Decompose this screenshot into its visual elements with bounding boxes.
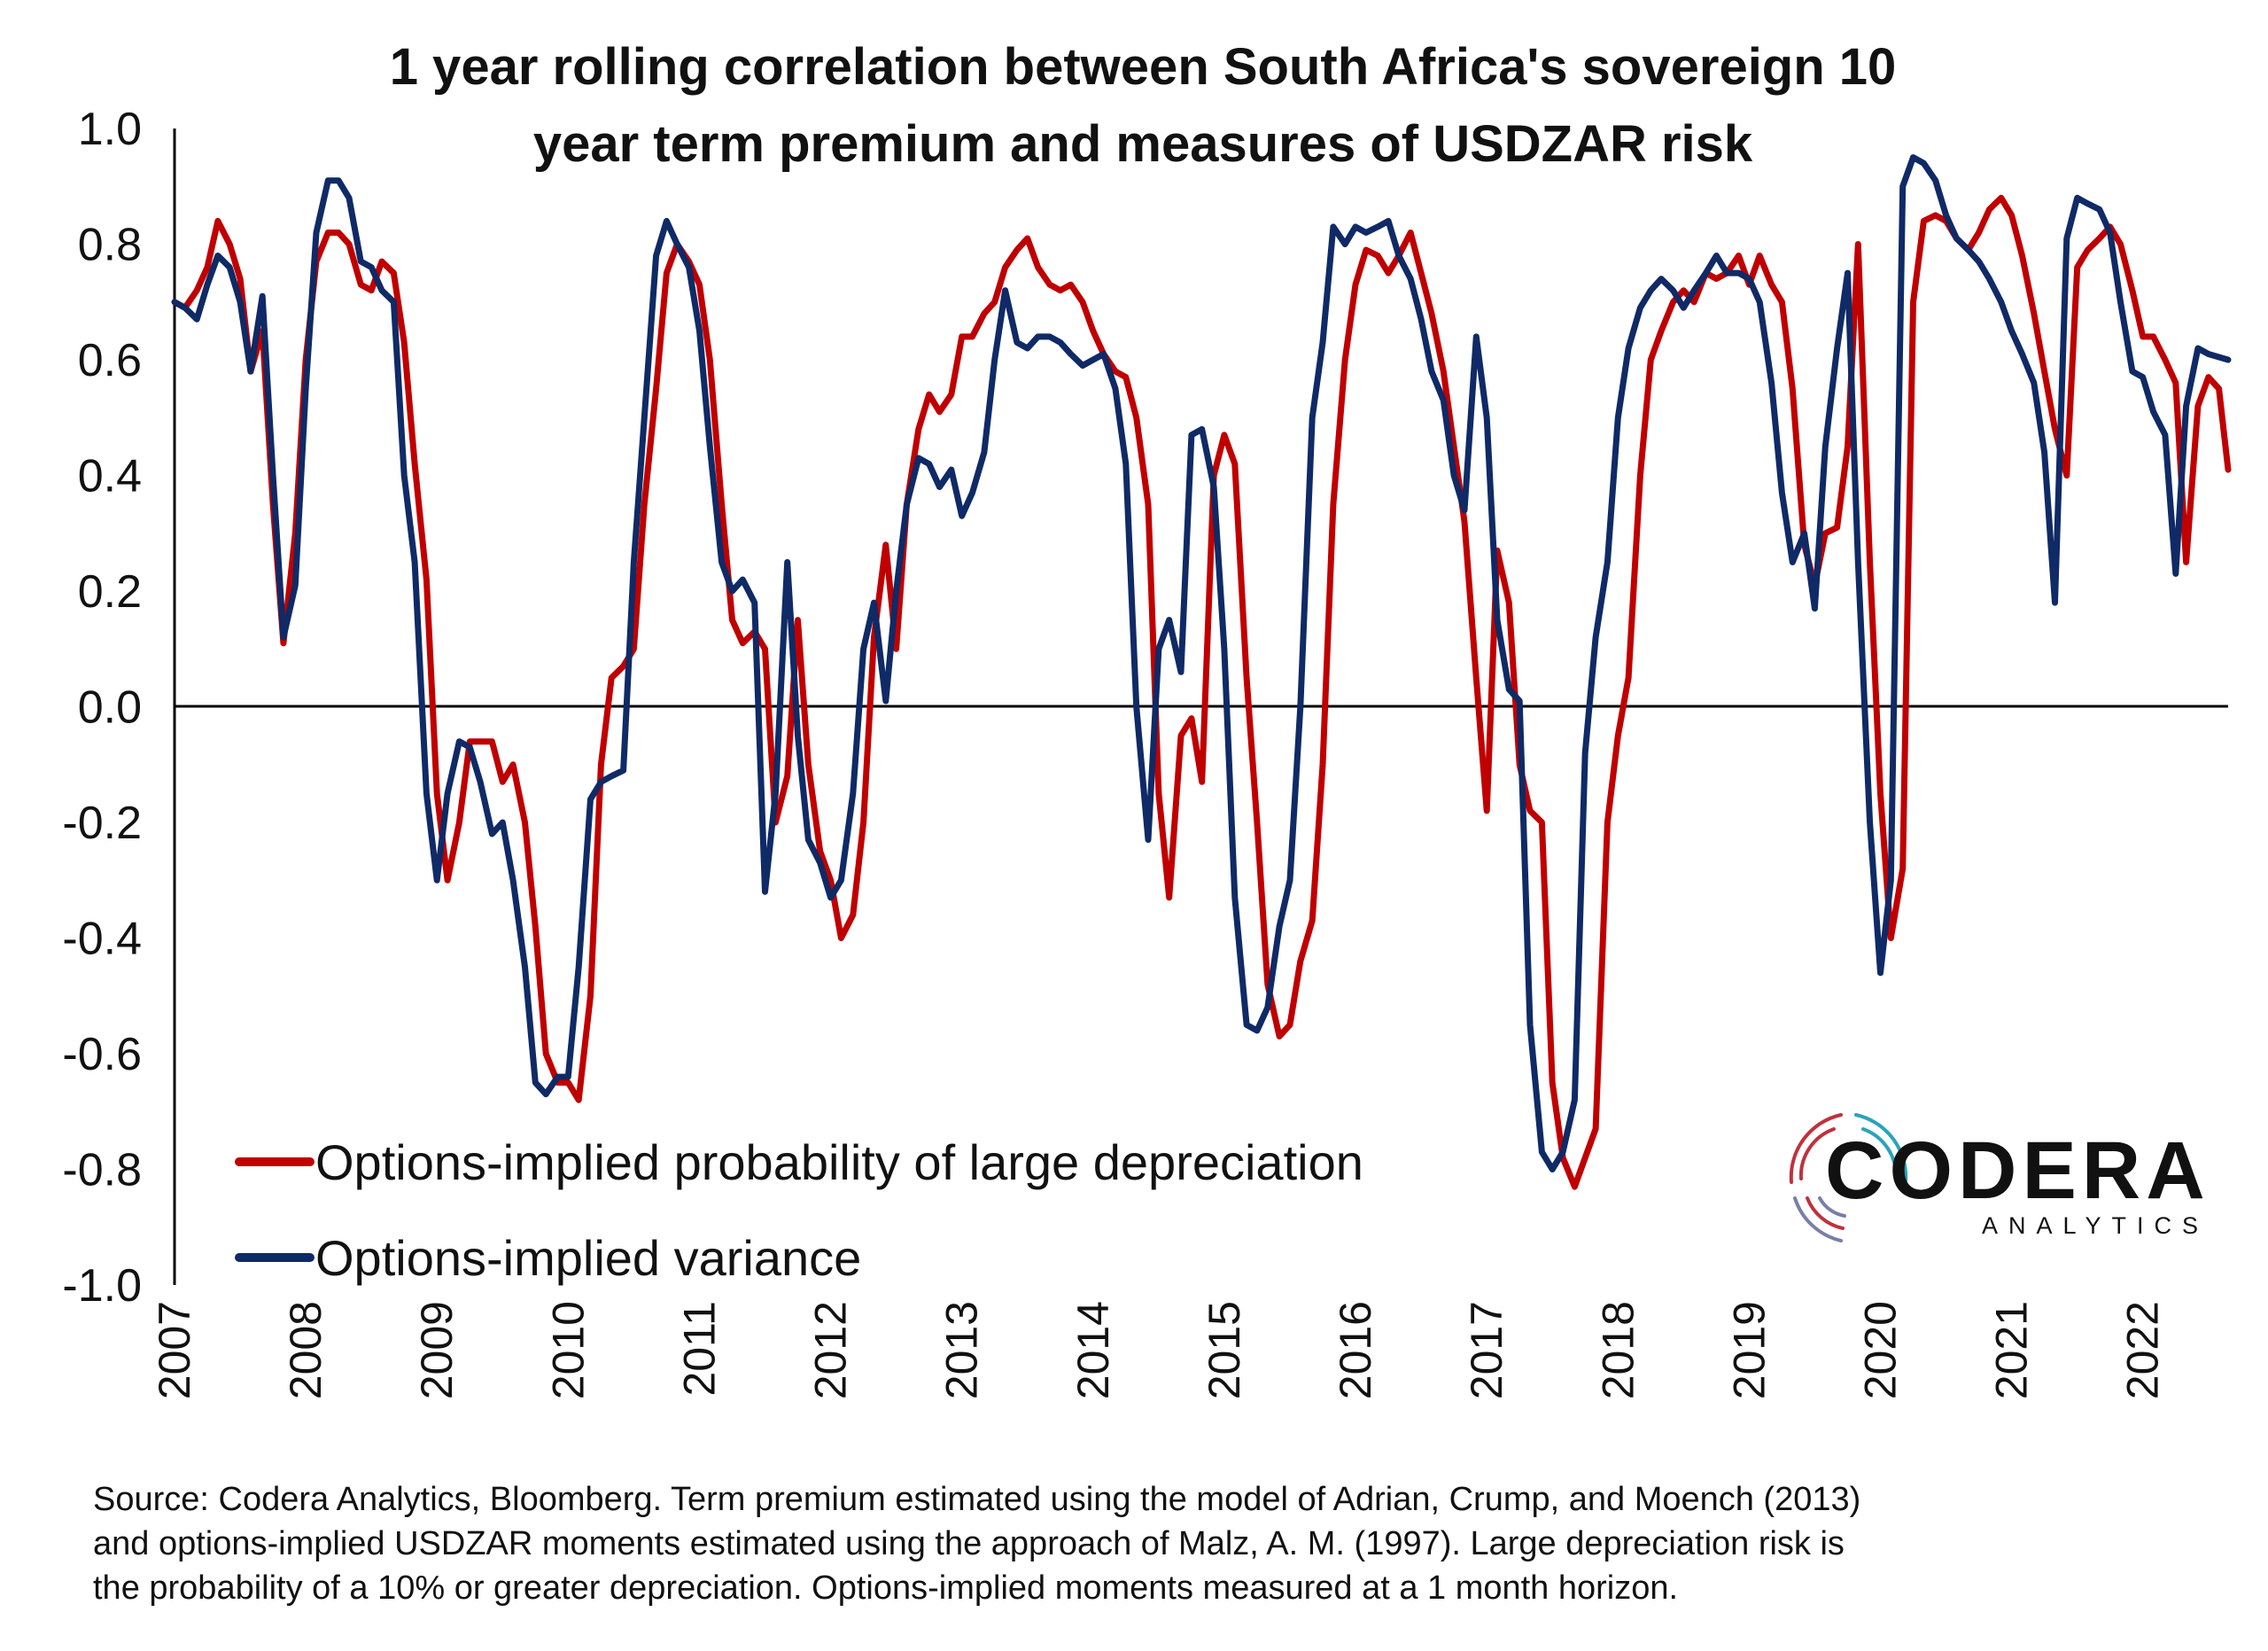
x-tick-label: 2012 — [806, 1301, 856, 1399]
y-tick-label: 0.2 — [78, 566, 142, 618]
x-tick-label: 2011 — [674, 1301, 724, 1397]
y-tick-label: 0.4 — [78, 451, 142, 502]
x-tick-label: 2018 — [1593, 1301, 1643, 1399]
y-tick-label: 0.6 — [78, 335, 142, 386]
legend-item-variance: Options-implied variance — [235, 1230, 861, 1286]
x-tick-label: 2010 — [543, 1301, 593, 1399]
x-tick-label: 2020 — [1855, 1301, 1905, 1399]
chart-title-line-1: 1 year rolling correlation between South… — [390, 38, 1897, 96]
x-tick-label: 2014 — [1068, 1301, 1118, 1399]
source-line-2: and options-implied USDZAR moments estim… — [93, 1525, 1845, 1562]
logo-arc-icon — [1789, 1113, 1908, 1242]
y-tick-label: 0.8 — [78, 220, 142, 271]
y-axis: 1.0 0.8 0.6 0.4 0.2 0.0 -0.2 -0.4 -0.6 -0.8 -1.0 — [62, 104, 176, 1312]
x-tick-label: 2019 — [1724, 1301, 1774, 1399]
y-tick-label: 0.0 — [78, 682, 142, 734]
x-tick-label: 2022 — [2118, 1301, 2168, 1399]
x-axis: 2007 2008 2009 2010 2011 2012 2013 2014 2015 2016… — [150, 705, 2228, 1399]
x-tick-label: 2009 — [412, 1301, 462, 1399]
series-line-variance — [171, 154, 2232, 1172]
x-tick-label: 2021 — [1987, 1301, 2037, 1399]
y-tick-label: 1.0 — [78, 104, 142, 155]
y-tick-label: -0.2 — [62, 798, 142, 849]
x-tick-labels: 2007 2008 2009 2010 2011 2012 2013 2014 2015 2016… — [150, 1301, 2168, 1399]
y-tick-label: -0.8 — [62, 1145, 142, 1196]
source-line-1: Source: Codera Analytics, Bloomberg. Ter… — [93, 1481, 1860, 1518]
x-tick-label: 2008 — [281, 1301, 330, 1399]
source-note: Source: Codera Analytics, Bloomberg. Ter… — [93, 1481, 1860, 1607]
series-layer — [171, 154, 2232, 1190]
x-tick-label: 2016 — [1331, 1301, 1380, 1399]
x-tick-label: 2017 — [1462, 1301, 1511, 1399]
y-tick-label: -0.6 — [62, 1029, 142, 1080]
x-tick-label: 2013 — [937, 1301, 987, 1399]
x-tick-label: 2015 — [1200, 1301, 1249, 1399]
legend-label-variance: Options-implied variance — [315, 1230, 861, 1286]
y-tick-label: -0.4 — [62, 914, 142, 965]
legend: Options-implied probability of large dep… — [235, 1134, 1363, 1286]
x-tick-label: 2007 — [150, 1301, 199, 1399]
legend-label-probability: Options-implied probability of large dep… — [315, 1134, 1363, 1190]
series-line-probability — [171, 194, 2232, 1190]
legend-item-probability: Options-implied probability of large dep… — [235, 1134, 1363, 1190]
source-line-3: the probability of a 10% or greater depr… — [93, 1569, 1678, 1607]
y-tick-label: -1.0 — [62, 1260, 142, 1312]
logo-subtitle: ANALYTICS — [1982, 1212, 2209, 1239]
chart-title-line-2: year term premium and measures of USDZAR… — [533, 115, 1753, 173]
logo-wordmark: CODERA — [1825, 1125, 2210, 1216]
y-tick-labels: 1.0 0.8 0.6 0.4 0.2 0.0 -0.2 -0.4 -0.6 -0.8 -1.0 — [62, 104, 142, 1312]
codera-logo: CODERA ANALYTICS — [1789, 1113, 2210, 1242]
